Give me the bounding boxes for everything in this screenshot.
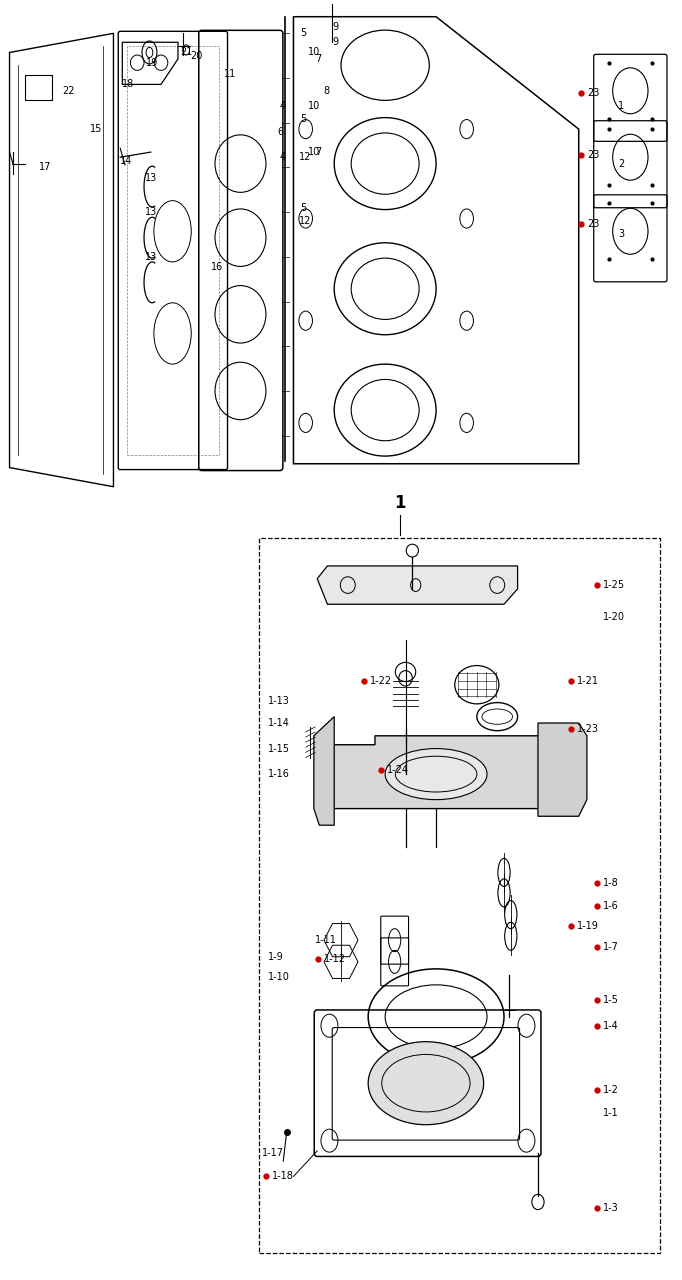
Text: 1-21: 1-21 xyxy=(578,676,599,686)
Text: 5: 5 xyxy=(300,28,306,38)
Text: 12: 12 xyxy=(299,216,311,227)
Text: 1-16: 1-16 xyxy=(267,769,290,780)
Text: 10: 10 xyxy=(308,101,320,111)
Text: 1-3: 1-3 xyxy=(602,1203,619,1213)
Text: 10: 10 xyxy=(308,47,320,58)
Text: 1-23: 1-23 xyxy=(578,724,599,735)
Text: 1: 1 xyxy=(618,101,624,111)
Text: 7: 7 xyxy=(315,147,321,157)
Text: 23: 23 xyxy=(587,150,599,160)
Ellipse shape xyxy=(368,1042,484,1125)
Polygon shape xyxy=(317,566,518,604)
Text: 1-1: 1-1 xyxy=(602,1107,619,1117)
Text: 13: 13 xyxy=(145,252,158,262)
Polygon shape xyxy=(314,717,334,826)
Text: 20: 20 xyxy=(190,51,203,61)
Text: 1-24: 1-24 xyxy=(387,765,409,776)
Text: 16: 16 xyxy=(211,262,223,273)
Text: 9: 9 xyxy=(332,37,338,47)
Text: 1-5: 1-5 xyxy=(602,995,619,1005)
Text: 13: 13 xyxy=(145,207,158,218)
Text: 21: 21 xyxy=(180,47,192,58)
Text: 17: 17 xyxy=(39,163,51,173)
Polygon shape xyxy=(319,736,572,809)
Text: 7: 7 xyxy=(315,54,321,64)
Text: 1-10: 1-10 xyxy=(267,973,290,982)
Text: 9: 9 xyxy=(332,22,338,32)
Text: 4: 4 xyxy=(280,152,286,163)
Text: 2: 2 xyxy=(618,159,625,169)
Text: 23: 23 xyxy=(587,88,599,99)
Text: 1-7: 1-7 xyxy=(602,942,619,951)
Text: 1-6: 1-6 xyxy=(602,901,619,910)
Text: 23: 23 xyxy=(587,219,599,229)
Text: 1-2: 1-2 xyxy=(602,1084,619,1094)
Text: 19: 19 xyxy=(146,58,158,68)
Bar xyxy=(259,538,660,1253)
Text: 18: 18 xyxy=(122,79,134,90)
Text: 1-8: 1-8 xyxy=(602,878,619,887)
Text: 15: 15 xyxy=(90,124,102,134)
Bar xyxy=(127,46,219,454)
Text: 13: 13 xyxy=(145,173,158,183)
Text: 1-19: 1-19 xyxy=(578,922,599,931)
Text: 5: 5 xyxy=(300,114,306,124)
Text: 1-18: 1-18 xyxy=(271,1171,293,1181)
Text: 8: 8 xyxy=(323,86,329,96)
Text: 14: 14 xyxy=(120,156,132,166)
Text: 11: 11 xyxy=(224,69,237,79)
Text: 22: 22 xyxy=(63,86,75,96)
Text: 1-17: 1-17 xyxy=(261,1148,284,1158)
Text: 3: 3 xyxy=(618,229,624,239)
Text: 12: 12 xyxy=(299,152,311,163)
Polygon shape xyxy=(538,723,587,817)
Text: 1-15: 1-15 xyxy=(267,744,290,754)
Text: 1-4: 1-4 xyxy=(602,1020,619,1030)
Text: 1-12: 1-12 xyxy=(324,955,346,964)
Text: 1-22: 1-22 xyxy=(370,676,392,686)
Text: 6: 6 xyxy=(278,127,284,137)
Text: 5: 5 xyxy=(300,204,306,214)
Ellipse shape xyxy=(385,749,487,800)
Text: 1-11: 1-11 xyxy=(315,936,337,945)
Text: 1-14: 1-14 xyxy=(267,718,290,728)
Text: 1-20: 1-20 xyxy=(602,612,625,622)
Text: 1-25: 1-25 xyxy=(602,580,625,590)
Text: 1: 1 xyxy=(394,494,406,512)
Text: 1-9: 1-9 xyxy=(267,952,284,961)
Text: 1-13: 1-13 xyxy=(267,696,290,707)
Text: 10: 10 xyxy=(308,147,320,157)
Text: 4: 4 xyxy=(280,101,286,111)
